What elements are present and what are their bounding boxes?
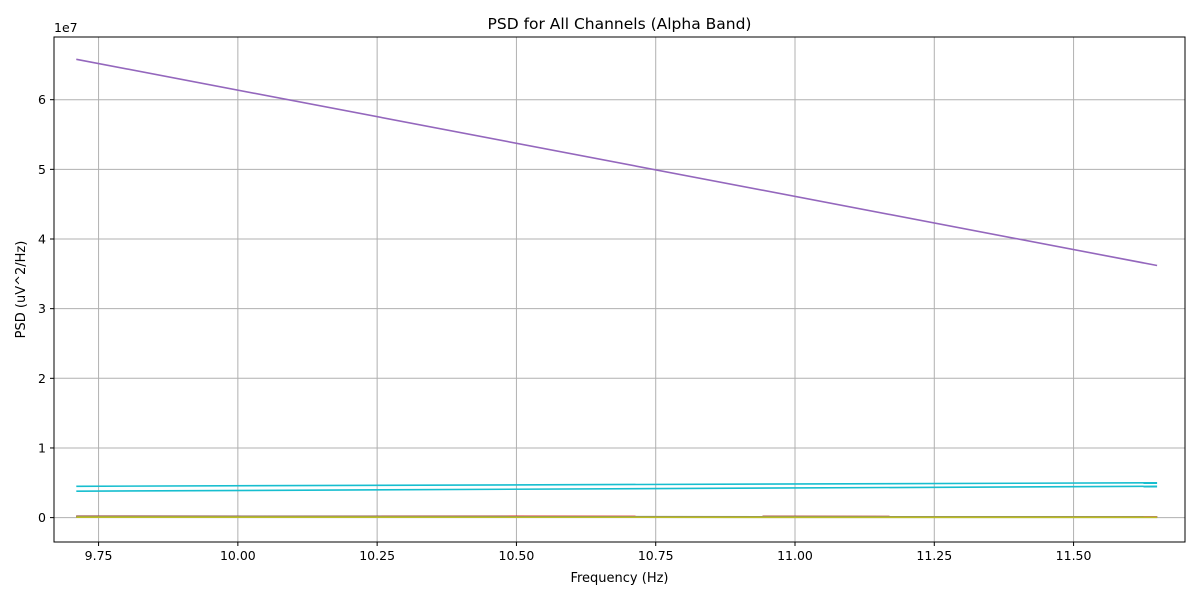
y-tick-label: 0	[38, 510, 46, 525]
y-tick-label: 1	[38, 440, 46, 455]
x-tick-label: 11.00	[777, 548, 813, 563]
series-line-5	[76, 59, 1157, 265]
x-tick-label: 10.75	[638, 548, 674, 563]
plot-frame	[54, 37, 1185, 542]
series-line-10	[76, 483, 1157, 487]
series-line-11	[76, 486, 1157, 491]
x-tick-label: 10.50	[499, 548, 535, 563]
y-tick-label: 4	[38, 232, 46, 247]
x-tick-label: 10.00	[220, 548, 256, 563]
y-tick-label: 5	[38, 162, 46, 177]
x-tick-label: 11.25	[916, 548, 952, 563]
x-tick-label: 11.50	[1056, 548, 1092, 563]
y-tick-label: 2	[38, 371, 46, 386]
y-tick-label: 6	[38, 92, 46, 107]
x-tick-label: 9.75	[85, 548, 113, 563]
tick-layer: 9.75 10.00 10.25 10.50 10.75 11.00 11.25 11.50 0…	[38, 92, 1091, 563]
chart-title: PSD for All Channels (Alpha Band)	[488, 15, 752, 33]
x-tick-label: 10.25	[359, 548, 395, 563]
x-axis-title: Frequency (Hz)	[570, 571, 668, 586]
y-tick-label: 3	[38, 301, 46, 316]
y-axis-exponent-label: 1e7	[54, 20, 78, 35]
y-axis-title: PSD (uV^2/Hz)	[14, 241, 29, 339]
series-layer	[76, 59, 1157, 517]
grid-layer	[54, 37, 1185, 542]
